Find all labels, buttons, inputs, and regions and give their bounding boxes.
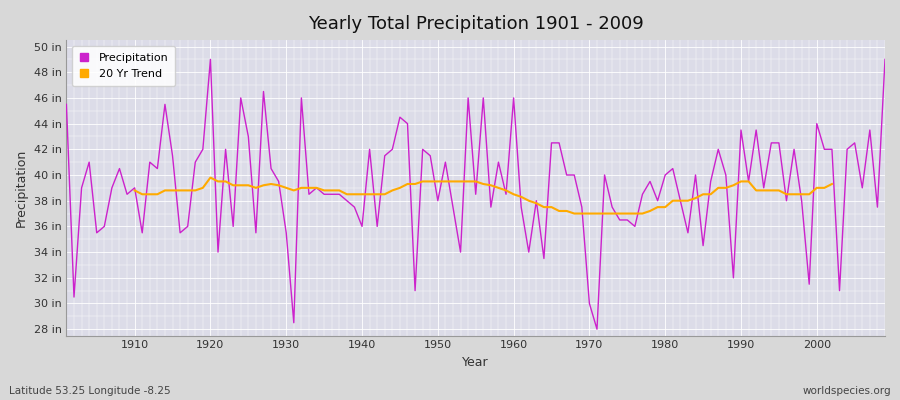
Text: Latitude 53.25 Longitude -8.25: Latitude 53.25 Longitude -8.25 [9,386,171,396]
Title: Yearly Total Precipitation 1901 - 2009: Yearly Total Precipitation 1901 - 2009 [308,15,644,33]
X-axis label: Year: Year [463,356,489,369]
Text: worldspecies.org: worldspecies.org [803,386,891,396]
Y-axis label: Precipitation: Precipitation [15,149,28,227]
Legend: Precipitation, 20 Yr Trend: Precipitation, 20 Yr Trend [72,46,176,86]
